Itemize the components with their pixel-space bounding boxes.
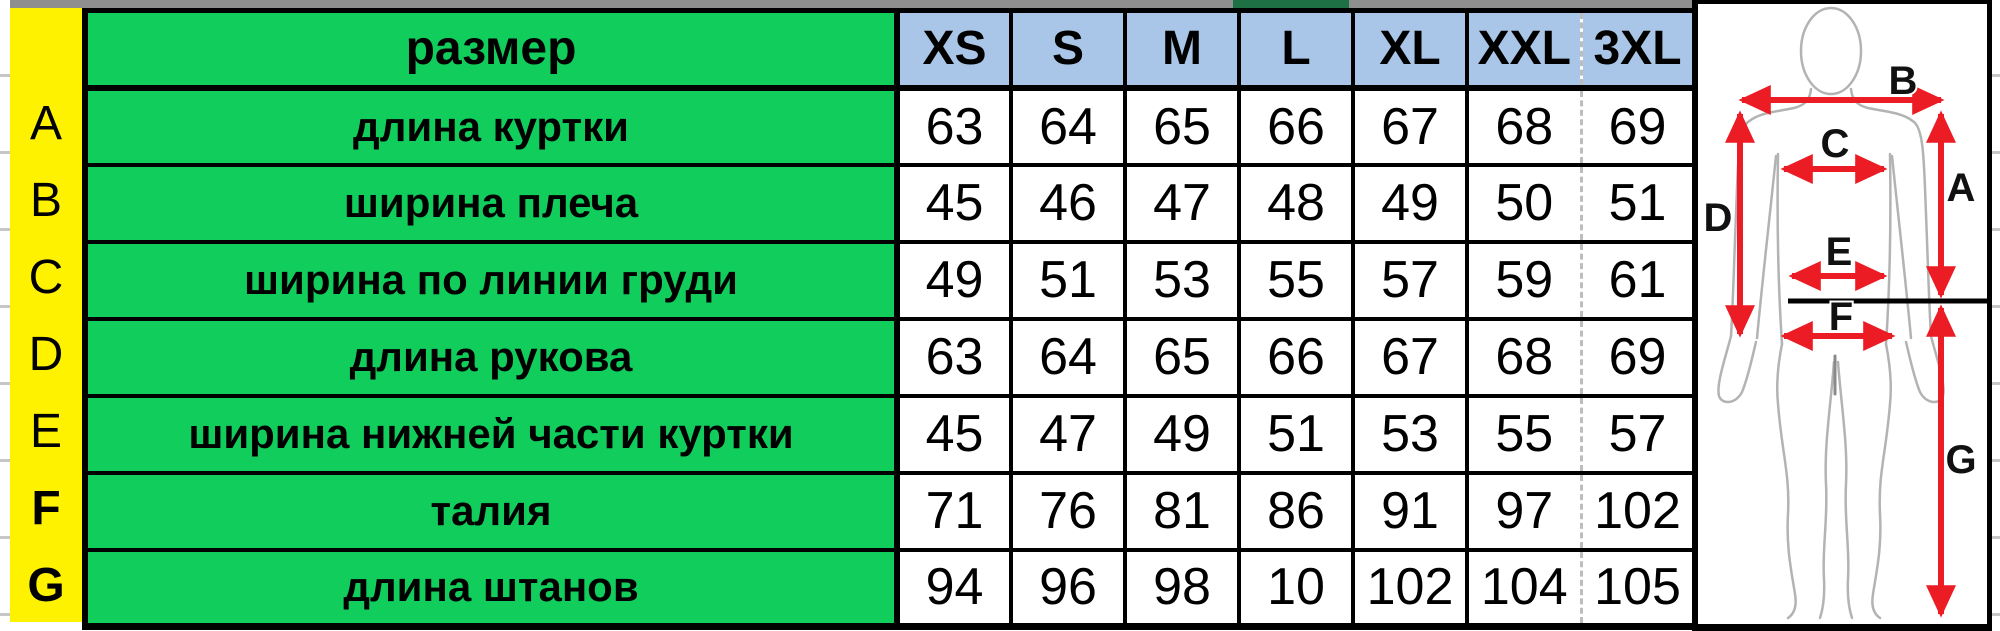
figure-label-g: G	[1945, 438, 1976, 482]
size-value-cell: 65	[1123, 316, 1241, 398]
sheet-top-strip-accent	[1233, 0, 1349, 8]
sheet-left-gutter	[0, 0, 10, 631]
size-value-cell: 104	[1465, 547, 1581, 629]
size-value-cell: 69	[1579, 85, 1697, 167]
figure-label-b: B	[1889, 59, 1918, 103]
size-value-cell: 71	[895, 470, 1013, 552]
size-header-cell: M	[1123, 8, 1241, 91]
size-value-cell: 66	[1237, 316, 1355, 398]
table-row: ширина по линии груди 49 51 53 55 57 59 61	[83, 239, 1697, 321]
header-row: размер XS S M L XL XXL 3XL	[83, 8, 1697, 91]
size-value-cell: 63	[895, 85, 1013, 167]
row-letter: F	[31, 482, 61, 535]
sheet-right-gutter	[1992, 0, 2000, 631]
row-letter: A	[29, 97, 62, 150]
size-value-cell: 68	[1465, 316, 1581, 398]
size-value-cell: 48	[1237, 162, 1355, 244]
size-header-cell: XS	[895, 8, 1013, 91]
size-value-cell: 59	[1465, 239, 1581, 321]
size-value-cell: 67	[1351, 85, 1469, 167]
size-value-cell: 65	[1123, 85, 1241, 167]
size-header-cell: S	[1009, 8, 1127, 91]
row-label-cell: талия	[83, 470, 900, 552]
size-value-cell: 49	[1351, 162, 1469, 244]
size-value-cell: 45	[895, 162, 1013, 244]
size-value-cell: 86	[1237, 470, 1355, 552]
figure-label-e: E	[1826, 230, 1853, 274]
table-row: длина куртки 63 64 65 66 67 68 69	[83, 85, 1697, 167]
size-value-cell: 64	[1009, 85, 1127, 167]
size-header-cell: XL	[1351, 8, 1469, 91]
size-value-cell: 49	[895, 239, 1013, 321]
figure-label-c: C	[1821, 122, 1850, 166]
size-value-cell: 69	[1579, 316, 1697, 398]
row-label-cell: длина куртки	[83, 85, 900, 167]
row-label-cell: длина рукова	[83, 316, 900, 398]
size-value-cell: 53	[1351, 393, 1469, 475]
size-value-cell: 68	[1465, 85, 1581, 167]
figure-label-d: D	[1704, 196, 1733, 240]
row-label-cell: длина штанов	[83, 547, 900, 629]
size-value-cell: 57	[1351, 239, 1469, 321]
size-value-cell: 91	[1351, 470, 1469, 552]
size-value-cell: 105	[1579, 547, 1697, 629]
size-value-cell: 98	[1123, 547, 1241, 629]
size-value-cell: 51	[1579, 162, 1697, 244]
body-measurement-figure: B A C D E F G	[1692, 0, 1992, 631]
row-letter: B	[29, 174, 62, 227]
sheet-top-strip	[10, 0, 1692, 8]
size-value-cell: 94	[895, 547, 1013, 629]
size-value-cell: 64	[1009, 316, 1127, 398]
row-label-cell: ширина по линии груди	[83, 239, 900, 321]
size-value-cell: 51	[1237, 393, 1355, 475]
size-value-cell: 10	[1237, 547, 1355, 629]
size-header-cell: XXL	[1465, 8, 1581, 91]
size-header-cell: L	[1237, 8, 1355, 91]
figure-label-a: A	[1947, 166, 1976, 210]
row-letter: C	[28, 251, 64, 304]
size-value-cell: 51	[1009, 239, 1127, 321]
size-value-cell: 63	[895, 316, 1013, 398]
size-value-cell: 76	[1009, 470, 1127, 552]
corner-cell	[10, 8, 82, 85]
row-letter: E	[29, 405, 62, 458]
size-value-cell: 49	[1123, 393, 1241, 475]
body-figure-svg: B A C D E F G	[1702, 6, 1987, 620]
size-value-cell: 45	[895, 393, 1013, 475]
table-row: длина штанов 94 96 98 10 102 104 105	[83, 547, 1697, 629]
size-value-cell: 57	[1579, 393, 1697, 475]
size-table: размер XS S M L XL XXL 3XL длина куртки 63 64 65 6…	[82, 8, 1698, 630]
size-value-cell: 102	[1579, 470, 1697, 552]
size-header-label: размер	[83, 8, 900, 91]
size-value-cell: 55	[1465, 393, 1581, 475]
size-value-cell: 55	[1237, 239, 1355, 321]
table-row: ширина нижней части куртки 45 47 49 51 53 55 57	[83, 393, 1697, 475]
size-value-cell: 102	[1351, 547, 1469, 629]
row-letter: G	[27, 559, 65, 612]
table-row: длина рукова 63 64 65 66 67 68 69	[83, 316, 1697, 398]
size-value-cell: 47	[1123, 162, 1241, 244]
row-letter: D	[28, 328, 64, 381]
size-value-cell: 50	[1465, 162, 1581, 244]
row-label-cell: ширина плеча	[83, 162, 900, 244]
size-value-cell: 53	[1123, 239, 1241, 321]
size-value-cell: 46	[1009, 162, 1127, 244]
row-label-cell: ширина нижней части куртки	[83, 393, 900, 475]
size-value-cell: 61	[1579, 239, 1697, 321]
size-value-cell: 81	[1123, 470, 1241, 552]
size-header-cell: 3XL	[1579, 8, 1697, 91]
size-value-cell: 96	[1009, 547, 1127, 629]
size-value-cell: 66	[1237, 85, 1355, 167]
size-value-cell: 97	[1465, 470, 1581, 552]
size-value-cell: 47	[1009, 393, 1127, 475]
figure-label-f: F	[1829, 295, 1853, 339]
size-value-cell: 67	[1351, 316, 1469, 398]
table-row: ширина плеча 45 46 47 48 49 50 51	[83, 162, 1697, 244]
table-row: талия 71 76 81 86 91 97 102	[83, 470, 1697, 552]
